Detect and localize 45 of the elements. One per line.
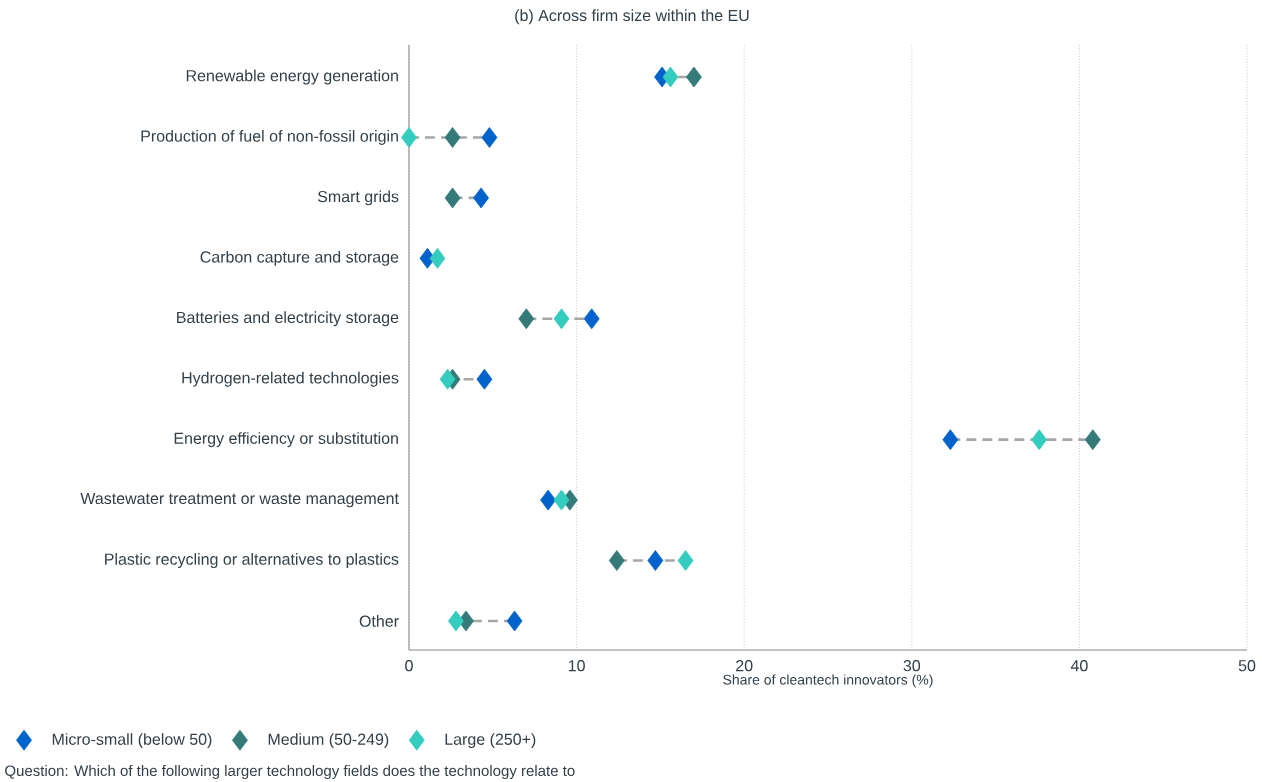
point xyxy=(1084,429,1101,451)
y-tick-label: Renewable energy generation xyxy=(186,69,398,85)
point xyxy=(429,247,446,269)
point xyxy=(506,610,523,632)
x-tick-label: 20 xyxy=(736,660,753,672)
chart-title: (b) Across firm size within the EU xyxy=(515,9,749,25)
point xyxy=(476,368,493,390)
point xyxy=(444,187,461,209)
y-tick-label: Other xyxy=(359,615,399,627)
point xyxy=(540,489,557,511)
point xyxy=(439,368,456,390)
x-tick-label: 30 xyxy=(903,660,921,672)
point xyxy=(448,610,464,632)
point xyxy=(608,550,625,571)
point xyxy=(444,127,461,148)
point xyxy=(583,308,600,330)
x-tick-label: 40 xyxy=(1070,660,1088,672)
y-tick-label: Smart grids xyxy=(317,190,399,206)
legend-label: Large (250+) xyxy=(445,733,536,749)
point xyxy=(1031,429,1048,451)
point xyxy=(647,550,664,571)
point xyxy=(553,308,570,330)
point xyxy=(686,66,702,88)
y-tick-label: Wastewater treatment or waste management xyxy=(80,492,399,508)
legend-label: Micro-small (below 50) xyxy=(52,733,212,749)
x-axis-title: Share of cleantech innovators (%) xyxy=(723,674,933,688)
y-tick-label: Carbon capture and storage xyxy=(200,250,399,266)
y-tick-label: Batteries and electricity storage xyxy=(177,311,399,327)
point xyxy=(677,550,694,571)
point xyxy=(942,429,959,451)
point xyxy=(662,66,679,88)
legend-label: Medium (50-249) xyxy=(268,733,389,749)
y-tick-label: Energy efficiency or substitution xyxy=(174,432,398,448)
point xyxy=(401,127,417,148)
x-tick-label: 10 xyxy=(568,660,585,672)
x-tick-label: 0 xyxy=(405,660,413,672)
y-tick-label: Plastic recycling or alternatives to plastics xyxy=(105,553,399,569)
point xyxy=(553,489,570,511)
point xyxy=(481,127,498,148)
y-tick-label: Hydrogen-related technologies xyxy=(182,371,399,387)
text: Question: Which of the following larger technology fields does the technology relate to xyxy=(5,765,575,779)
point xyxy=(473,187,489,209)
point xyxy=(518,308,535,330)
y-tick-label: Production of fuel of non-fossil origin xyxy=(141,130,398,145)
x-tick-label: 50 xyxy=(1238,660,1256,672)
